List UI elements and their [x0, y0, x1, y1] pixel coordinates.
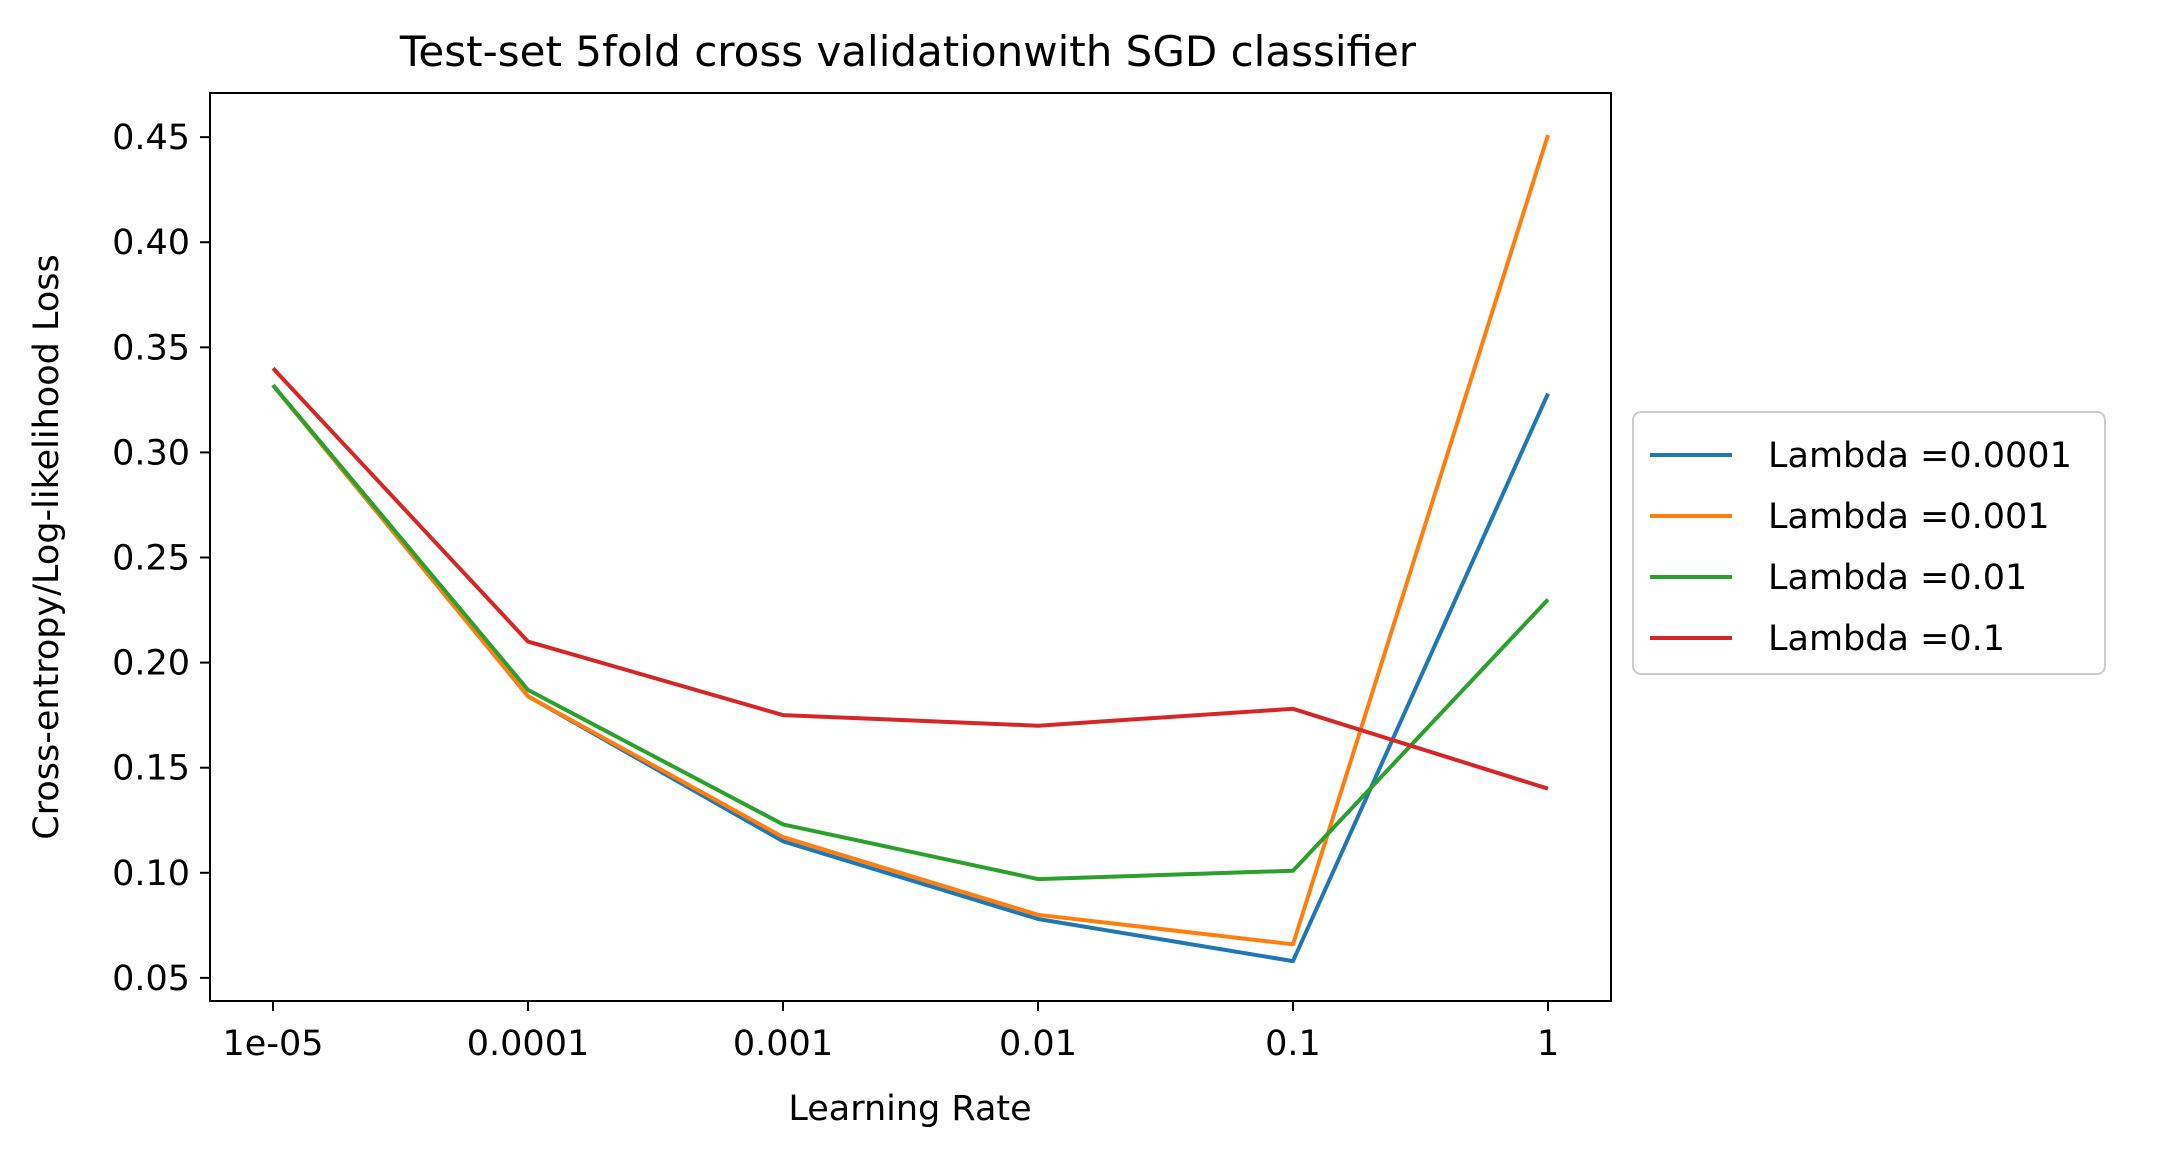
x-tick-label: 0.0001 — [467, 1024, 589, 1064]
x-tick-label: 0.001 — [733, 1024, 833, 1064]
plot-frame — [209, 92, 1612, 1002]
series-line-2 — [271, 134, 1550, 947]
legend-label: Lambda =0.01 — [1768, 558, 2027, 598]
x-axis-label: Learning Rate — [788, 1089, 1031, 1129]
series-line-4 — [271, 366, 1549, 791]
legend: Lambda =0.0001 Lambda =0.001 Lambda =0.01 L… — [1632, 411, 2106, 675]
x-tick-label: 0.01 — [999, 1024, 1077, 1064]
legend-label: Lambda =0.001 — [1768, 497, 2050, 537]
legend-frame — [1632, 411, 2106, 675]
x-tick-label: 1 — [1537, 1024, 1559, 1064]
x-axis-ticks: 1e-05 0.0001 0.001 0.01 0.1 1 — [223, 1001, 1559, 1064]
series-layer — [271, 134, 1550, 964]
y-axis-ticks: 0.05 0.10 0.15 0.20 0.25 0.30 0.35 0.40 0.45 — [112, 118, 210, 999]
x-tick-label: 0.1 — [1265, 1024, 1321, 1064]
y-tick-label: 0.05 — [112, 959, 190, 999]
x-tick-label: 1e-05 — [223, 1024, 324, 1064]
y-tick-label: 0.15 — [112, 749, 190, 789]
y-tick-label: 0.45 — [112, 118, 190, 158]
y-axis-label: Cross-entropy/Log-likelihood Loss — [27, 254, 67, 839]
y-tick-label: 0.20 — [112, 644, 190, 684]
legend-label: Lambda =0.0001 — [1768, 436, 2072, 476]
y-tick-label: 0.25 — [112, 539, 190, 579]
y-tick-label: 0.40 — [112, 223, 190, 263]
y-tick-label: 0.35 — [112, 328, 190, 368]
legend-label: Lambda =0.1 — [1768, 619, 2005, 659]
y-tick-label: 0.10 — [112, 854, 190, 894]
chart-title: Test-set 5fold cross validationwith SGD … — [399, 27, 1417, 76]
series-line-3 — [271, 383, 1550, 882]
y-tick-label: 0.30 — [112, 433, 190, 473]
